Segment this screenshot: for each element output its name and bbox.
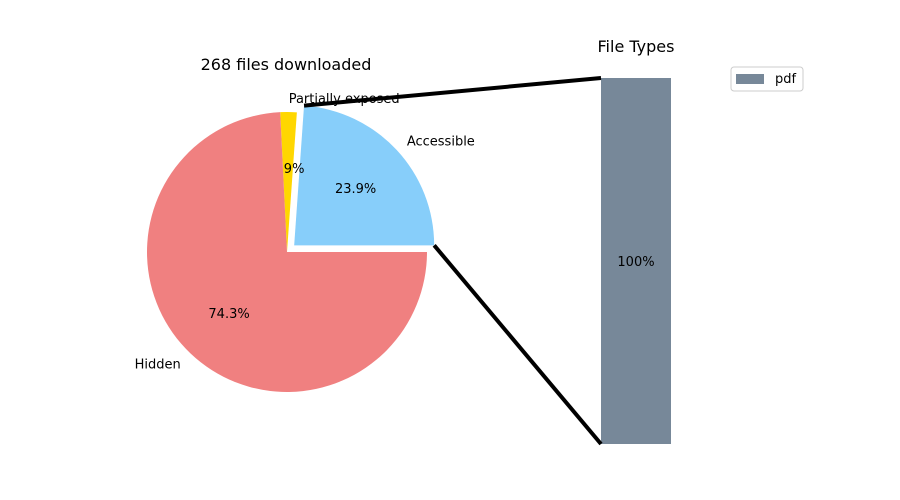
connector-lines [303,76,603,446]
connector-line-top [303,76,602,108]
pie-pct-hidden: 74.3% [208,307,249,322]
legend-frame [730,66,804,92]
pie-slice-accessible [294,105,435,246]
pie-label-hidden: Hidden [135,358,181,373]
connector-line-bottom [432,244,603,446]
legend-swatch-pdf [736,74,764,84]
bar-title: File Types [598,37,675,56]
pie-pct-accessible: 23.9% [335,182,376,197]
bar-chart: 100% [601,78,671,444]
pie-label-accessible: Accessible [407,134,475,149]
legend: pdf [730,66,804,92]
pie-title: 268 files downloaded [201,55,372,74]
pie-slice-hidden [147,112,428,392]
pie-slice-partially-exposed [280,111,297,252]
legend-label-pdf: pdf [775,72,797,87]
bar-value-pdf: 100% [617,255,654,270]
bar-segment-pdf [601,78,671,444]
